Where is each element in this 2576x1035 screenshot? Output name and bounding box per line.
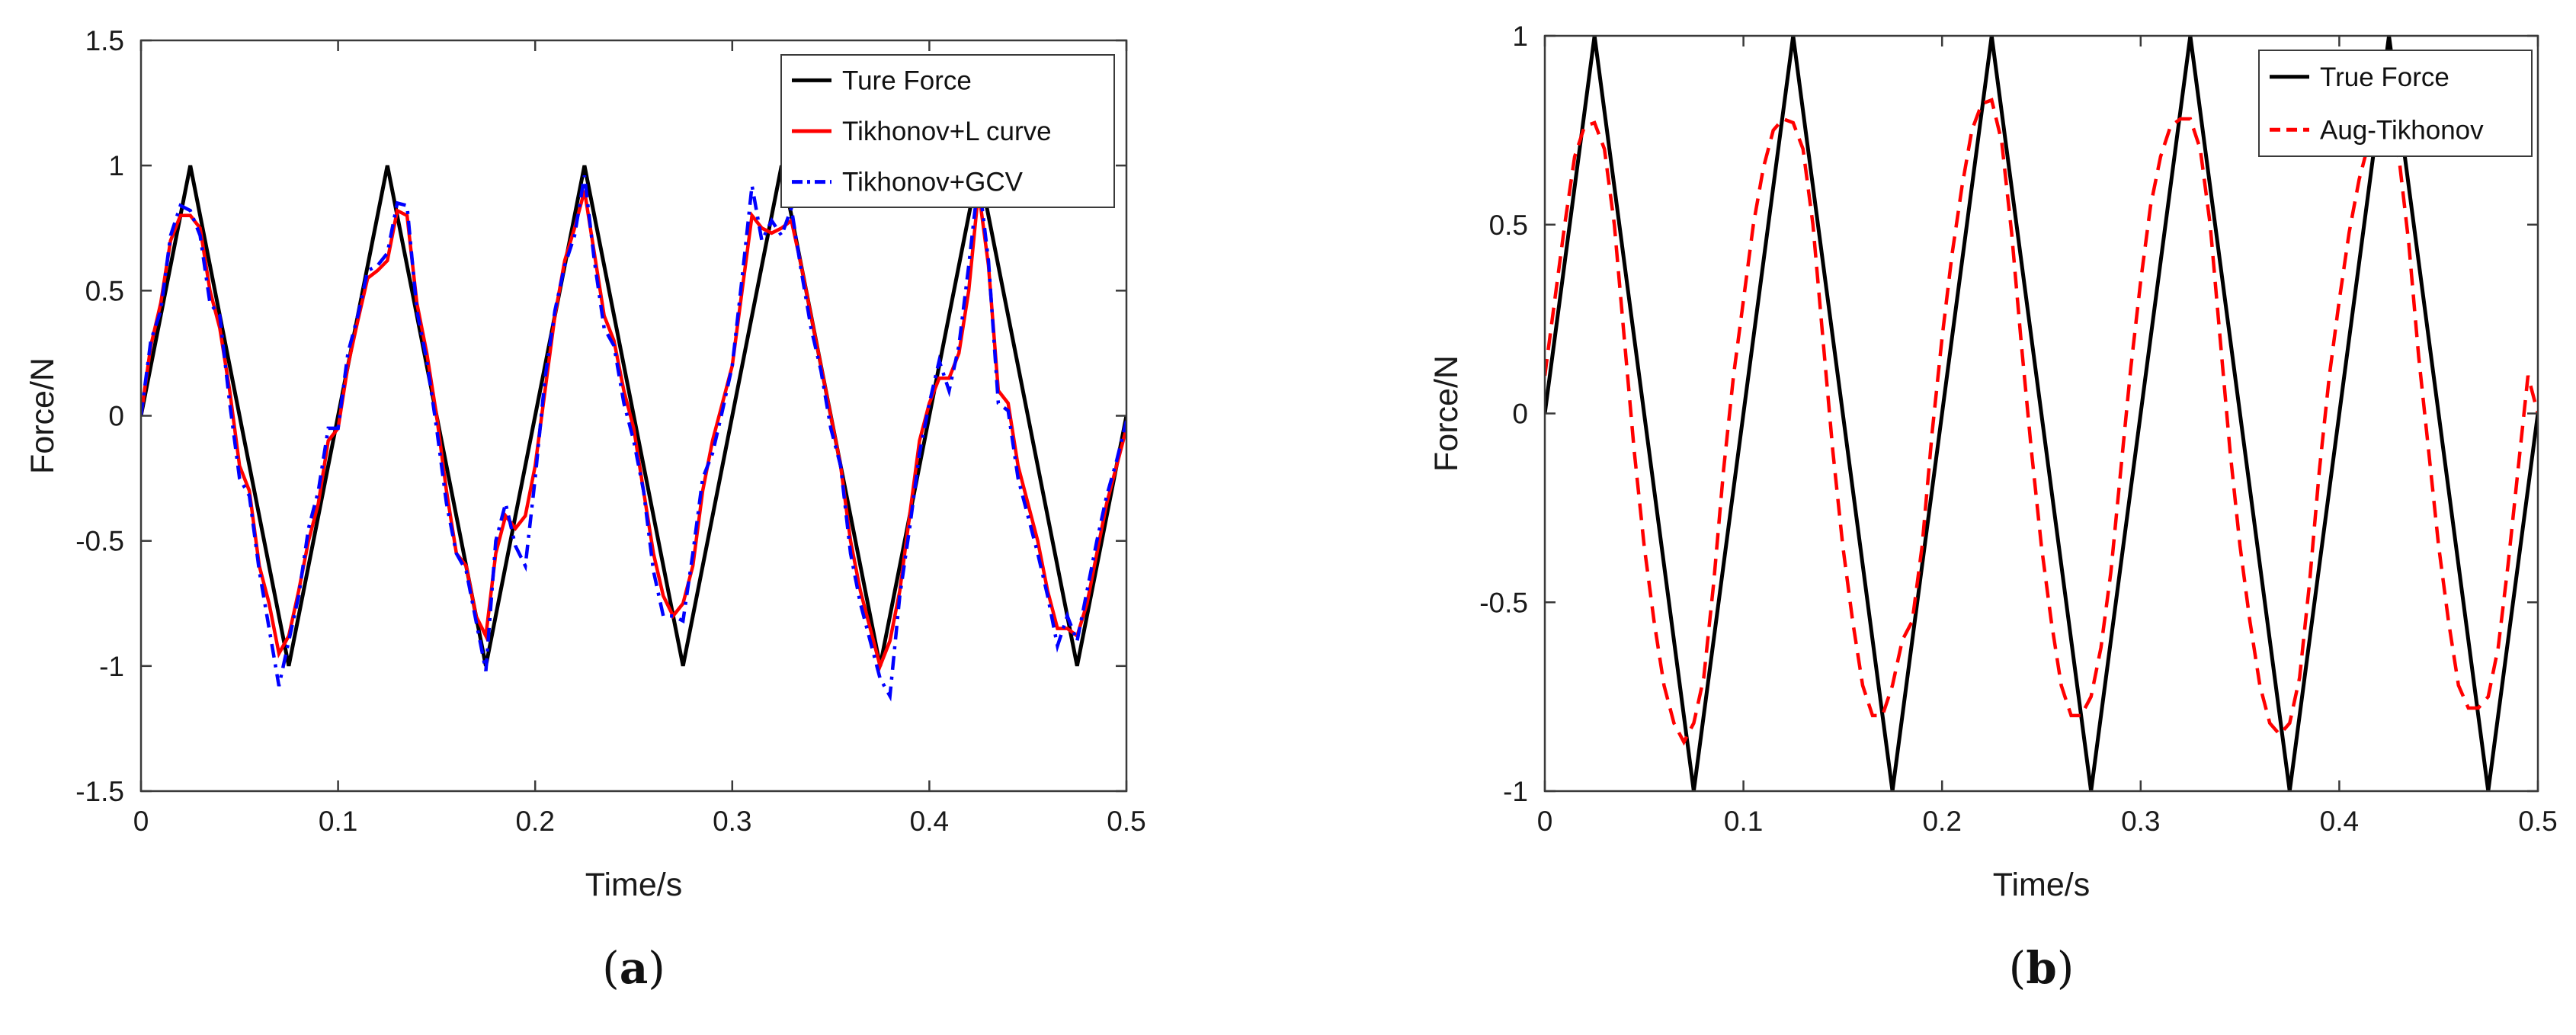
panel-label: (b) <box>2009 942 2075 994</box>
y-tick-label: -1.5 <box>75 776 124 807</box>
y-tick-label: 0 <box>108 401 124 432</box>
x-tick-label: 0.4 <box>910 806 949 837</box>
x-tick-label: 0 <box>133 806 149 837</box>
x-tick-label: 0.5 <box>2518 806 2557 837</box>
y-tick-label: -1 <box>1503 776 1528 807</box>
chart-panel-a: 0 0.1 0.2 0.3 0.4 0.5 -1.5 -1 -0.5 0 0.5 1 1.5 Time/s… <box>24 25 1146 994</box>
x-axis-label: Time/s <box>585 867 682 903</box>
chart-panel-b: 0 0.1 0.2 0.3 0.4 0.5 -1 -0.5 0 0.5 1 Time/s Force/N… <box>1428 21 2558 994</box>
panel-label: (a) <box>602 942 665 994</box>
legend-box <box>780 54 1115 208</box>
x-tick-label: 0.3 <box>713 806 751 837</box>
y-tick-label: 0 <box>1512 399 1528 430</box>
series-line-0 <box>1545 36 2538 791</box>
legend-label-0: True Force <box>2320 62 2449 92</box>
legend-label-2: Tikhonov+GCV <box>842 168 1024 197</box>
y-axis-label: Force/N <box>24 357 61 474</box>
x-tick-label: 0.4 <box>2320 806 2359 837</box>
x-tick-label: 0.5 <box>1107 806 1145 837</box>
x-tick-label: 0 <box>1537 806 1553 837</box>
y-axis-label: Force/N <box>1428 355 1465 472</box>
series-line-0 <box>141 165 1126 667</box>
x-tick-label: 0.1 <box>319 806 357 837</box>
y-tick-label: -1 <box>99 651 124 682</box>
x-axis-label: Time/s <box>1993 867 2090 903</box>
y-tick-label: 1 <box>108 150 124 181</box>
legend-label-0: Ture Force <box>842 66 972 95</box>
series-line-2 <box>141 175 1126 702</box>
x-tick-label: 0.1 <box>1724 806 1763 837</box>
series-line-1 <box>141 190 1126 672</box>
x-tick-label: 0.3 <box>2121 806 2160 837</box>
y-tick-label: 0.5 <box>85 275 124 306</box>
y-tick-label: 0.5 <box>1489 210 1528 241</box>
y-tick-label: -0.5 <box>75 526 124 557</box>
y-tick-label: 1 <box>1512 21 1528 52</box>
legend-label-1: Tikhonov+L curve <box>842 117 1052 146</box>
legend-box <box>2258 50 2533 157</box>
y-tick-label: 1.5 <box>85 25 124 56</box>
x-tick-label: 0.2 <box>515 806 554 837</box>
legend-label-1: Aug-Tikhonov <box>2320 115 2484 145</box>
y-tick-label: -0.5 <box>1479 587 1528 618</box>
x-tick-label: 0.2 <box>1922 806 1961 837</box>
